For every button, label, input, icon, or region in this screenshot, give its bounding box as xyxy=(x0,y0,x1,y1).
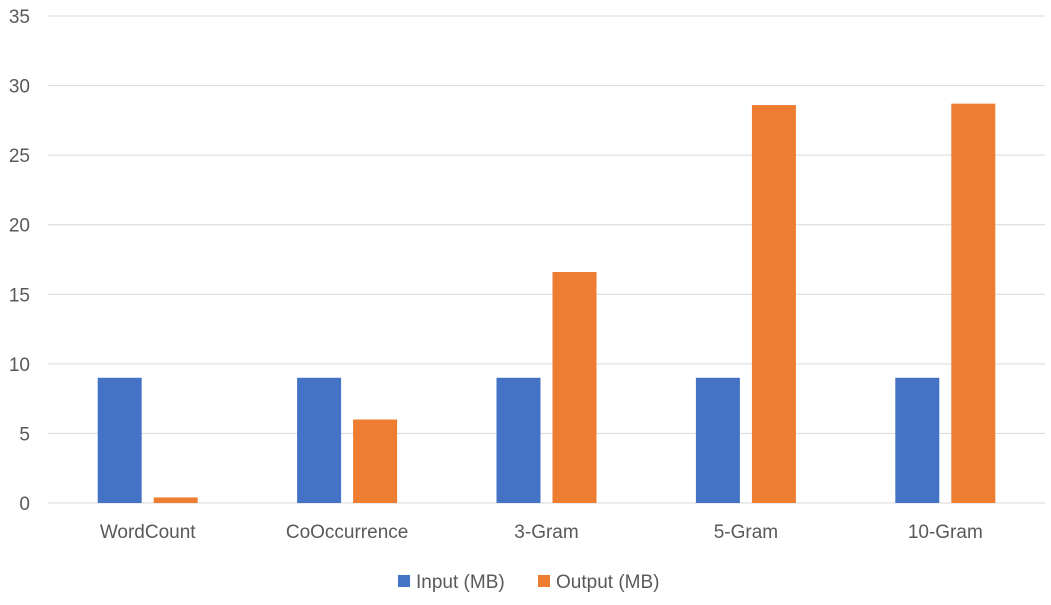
legend-label: Output (MB) xyxy=(556,572,659,593)
legend-swatch xyxy=(538,575,550,587)
y-tick-label: 20 xyxy=(9,216,30,237)
bar-input-wordcount xyxy=(97,377,142,503)
bar-output-3-gram xyxy=(552,272,597,503)
x-tick-label: CoOccurrence xyxy=(286,522,409,543)
bar-input-10-gram xyxy=(895,377,940,503)
bar-output-wordcount xyxy=(153,497,198,503)
y-tick-label: 35 xyxy=(9,7,30,28)
bars xyxy=(97,103,996,504)
bar-input-3-gram xyxy=(496,377,541,503)
bar-input-5-gram xyxy=(695,377,740,503)
bar-output-10-gram xyxy=(951,103,996,503)
legend-label: Input (MB) xyxy=(416,572,505,593)
bar-input-cooccurrence xyxy=(297,377,342,503)
bar-output-cooccurrence xyxy=(353,419,398,503)
legend-swatch xyxy=(398,575,410,587)
x-tick-label: 10-Gram xyxy=(908,522,983,543)
x-tick-label: 5-Gram xyxy=(714,522,778,543)
y-tick-label: 10 xyxy=(9,355,30,376)
x-tick-label: 3-Gram xyxy=(514,522,578,543)
x-tick-label: WordCount xyxy=(100,522,196,543)
y-tick-label: 30 xyxy=(9,77,30,98)
y-axis-tick-labels: 0 5 10 15 20 25 30 35 xyxy=(9,7,30,515)
y-tick-label: 5 xyxy=(19,424,30,445)
gridlines xyxy=(48,15,1045,504)
y-tick-label: 25 xyxy=(9,146,30,167)
legend: Input (MB) Output (MB) xyxy=(398,572,659,593)
y-tick-label: 0 xyxy=(19,494,30,515)
y-tick-label: 15 xyxy=(9,285,30,306)
bar-output-5-gram xyxy=(751,105,796,504)
x-axis-tick-labels: WordCount CoOccurrence 3-Gram 5-Gram 10-Gram xyxy=(100,522,983,543)
